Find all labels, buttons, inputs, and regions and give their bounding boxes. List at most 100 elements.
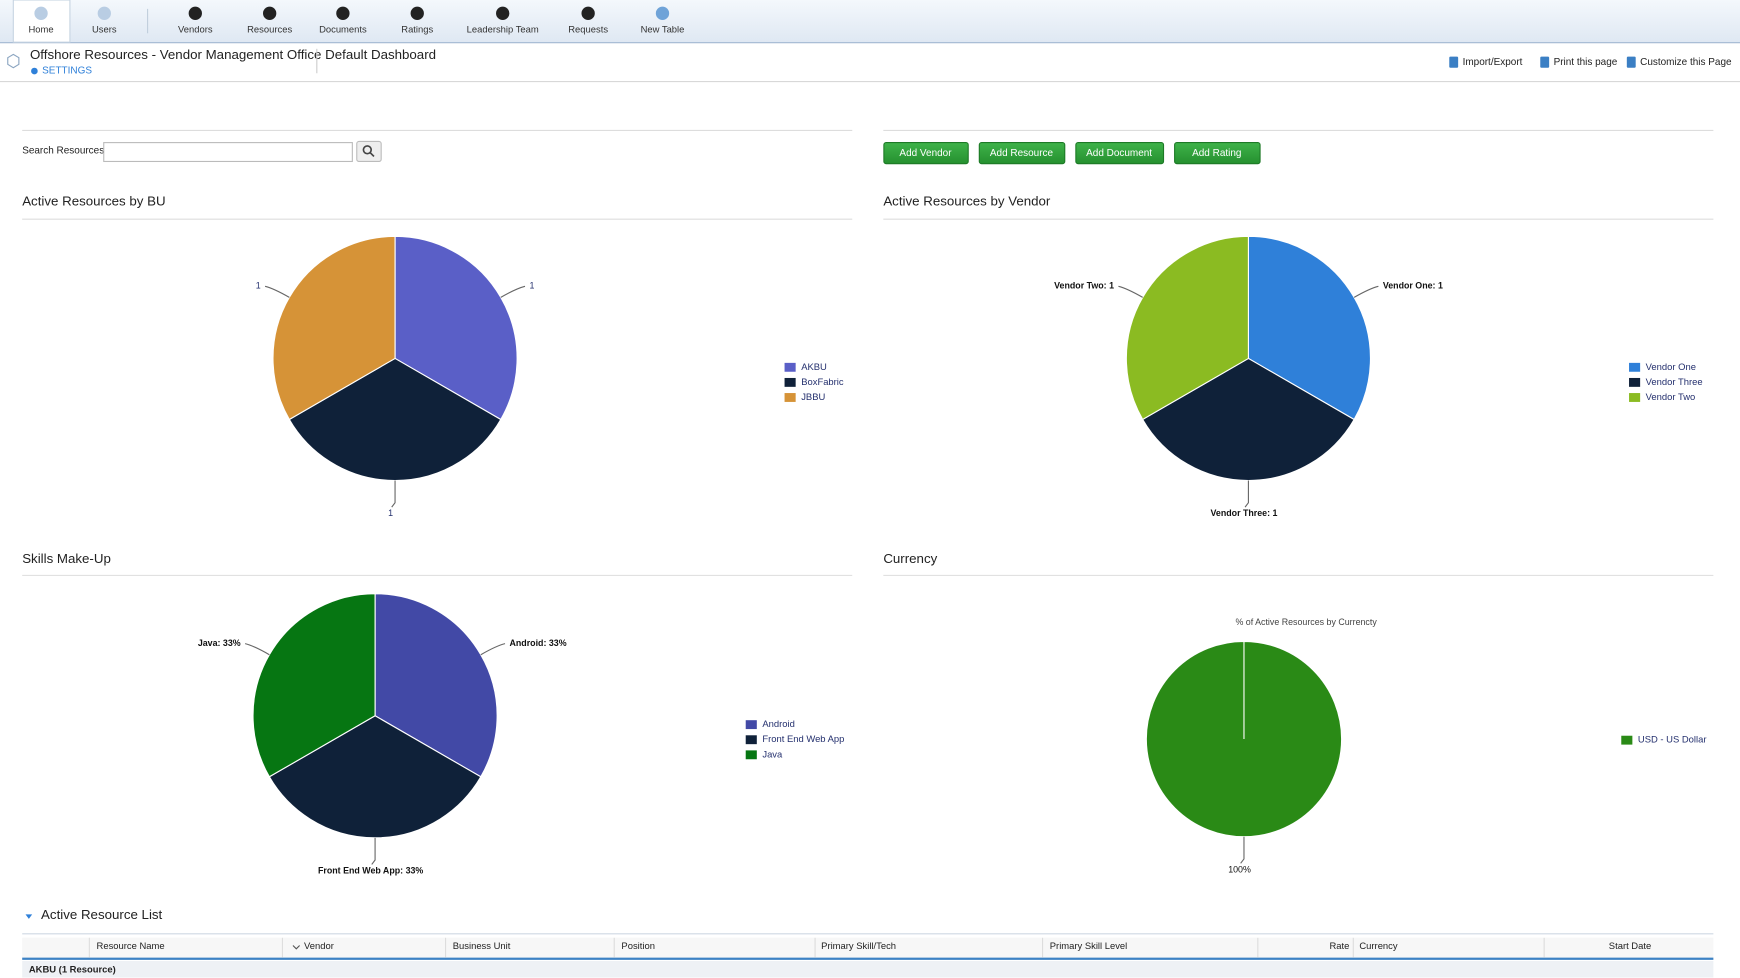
action-button[interactable]	[978, 142, 1066, 165]
legend-item: BoxFabric	[801, 376, 844, 387]
column-header[interactable]: Currency	[1359, 940, 1398, 951]
nav-bar	[0, 0, 1740, 43]
legend-item: JBBU	[801, 391, 825, 402]
data-label: Java: 33%	[198, 638, 241, 648]
data-label: Front End Web App: 33%	[318, 865, 423, 875]
action-button[interactable]	[1075, 142, 1165, 165]
leader-line	[371, 837, 376, 865]
legend-item: Android	[762, 718, 794, 729]
header-action[interactable]: Customize this Page	[1640, 57, 1732, 68]
header-action[interactable]: Import/Export	[1463, 57, 1523, 68]
data-label: Vendor Two: 1	[1054, 281, 1114, 291]
search-input[interactable]	[103, 142, 353, 163]
button-label[interactable]: Add Rating	[1192, 148, 1241, 159]
column-header[interactable]: Rate	[1329, 940, 1349, 951]
legend-swatch	[1629, 362, 1641, 372]
search-icon	[369, 151, 375, 158]
nav-item[interactable]: Ratings	[401, 23, 433, 34]
leader-line	[1353, 285, 1379, 298]
legend-swatch	[1629, 393, 1641, 402]
action-icon	[1626, 56, 1636, 68]
app-icon	[7, 53, 20, 69]
leader-line	[500, 285, 526, 298]
button-label[interactable]: Add Vendor	[899, 148, 952, 159]
legend-swatch	[745, 735, 757, 745]
data-label: 100%	[1228, 864, 1251, 874]
button-label[interactable]: Add Resource	[990, 148, 1054, 159]
nav-item[interactable]: Requests	[568, 23, 608, 34]
column-header[interactable]: Vendor	[304, 940, 334, 951]
nav-icon	[496, 6, 510, 20]
page-title: Default Dashboard	[325, 47, 436, 62]
chart-subtitle: % of Active Resources by Currencty	[1235, 617, 1377, 627]
app-title: Offshore Resources - Vendor Management O…	[30, 47, 321, 62]
column-header[interactable]: Start Date	[1609, 940, 1651, 951]
settings-link[interactable]: SETTINGS	[42, 66, 92, 77]
sort-icon	[292, 945, 301, 950]
legend-swatch	[784, 362, 796, 372]
legend-item: USD - US Dollar	[1638, 734, 1707, 745]
column-header[interactable]: Primary Skill/Tech	[821, 940, 896, 951]
pie-slice	[1125, 235, 1249, 421]
legend-swatch	[745, 750, 757, 760]
search-icon	[362, 145, 373, 155]
search-button[interactable]	[356, 140, 382, 163]
collapse-icon[interactable]	[25, 914, 33, 919]
search-label: Search Resources	[22, 146, 104, 157]
chart-title: Active Resources by BU	[22, 193, 165, 208]
leader-line	[244, 643, 270, 656]
legend-item: Vendor Three	[1646, 376, 1703, 387]
nav-icon	[34, 6, 48, 20]
nav-item[interactable]: Vendors	[178, 23, 213, 34]
leader-line	[264, 285, 290, 298]
legend-swatch	[1629, 377, 1641, 387]
legend-swatch	[784, 393, 796, 402]
nav-item[interactable]: Users	[92, 23, 117, 34]
nav-item[interactable]: Documents	[319, 23, 367, 34]
data-label: Vendor One: 1	[1383, 281, 1443, 291]
chart-title: Skills Make-Up	[22, 551, 111, 566]
leader-line	[1118, 285, 1143, 298]
chart-title: Active Resources by Vendor	[883, 193, 1051, 208]
legend-item: Vendor One	[1646, 361, 1696, 372]
leader-line	[480, 643, 506, 656]
nav-item[interactable]: New Table	[641, 23, 685, 34]
leader-line	[1240, 836, 1245, 864]
nav-icon	[188, 6, 202, 20]
data-label: Vendor Three: 1	[1210, 508, 1277, 518]
leader-line	[1244, 480, 1249, 508]
column-header[interactable]: Position	[621, 940, 655, 951]
nav-icon	[410, 6, 424, 20]
action-icon	[1449, 56, 1459, 68]
legend-item: AKBU	[801, 361, 827, 372]
data-label: 1	[529, 281, 534, 291]
column-header[interactable]: Resource Name	[97, 940, 165, 951]
legend-swatch	[1621, 735, 1633, 745]
action-icon	[1540, 56, 1550, 68]
column-header[interactable]: Business Unit	[453, 940, 511, 951]
nav-icon	[581, 6, 595, 20]
header-action[interactable]: Print this page	[1554, 57, 1618, 68]
action-button[interactable]	[883, 142, 969, 165]
legend-swatch	[745, 720, 757, 730]
action-button[interactable]	[1174, 142, 1261, 165]
nav-icon	[262, 6, 277, 20]
nav-item[interactable]: Home	[28, 23, 53, 34]
data-label: 1	[256, 281, 261, 291]
data-label: 1	[388, 508, 393, 518]
legend-item: Vendor Two	[1646, 391, 1696, 402]
nav-icon	[655, 6, 670, 20]
nav-icon	[97, 6, 111, 20]
leader-line	[391, 480, 396, 508]
pie-slice	[1247, 235, 1372, 421]
settings-icon	[31, 67, 38, 75]
table-title: Active Resource List	[41, 907, 163, 922]
column-header[interactable]: Primary Skill Level	[1050, 940, 1128, 951]
nav-item[interactable]: Leadership Team	[467, 23, 539, 34]
button-label[interactable]: Add Document	[1086, 148, 1152, 159]
nav-item[interactable]: Resources	[247, 23, 292, 34]
nav-icon	[336, 6, 350, 20]
group-label: AKBU (1 Resource)	[29, 963, 116, 974]
